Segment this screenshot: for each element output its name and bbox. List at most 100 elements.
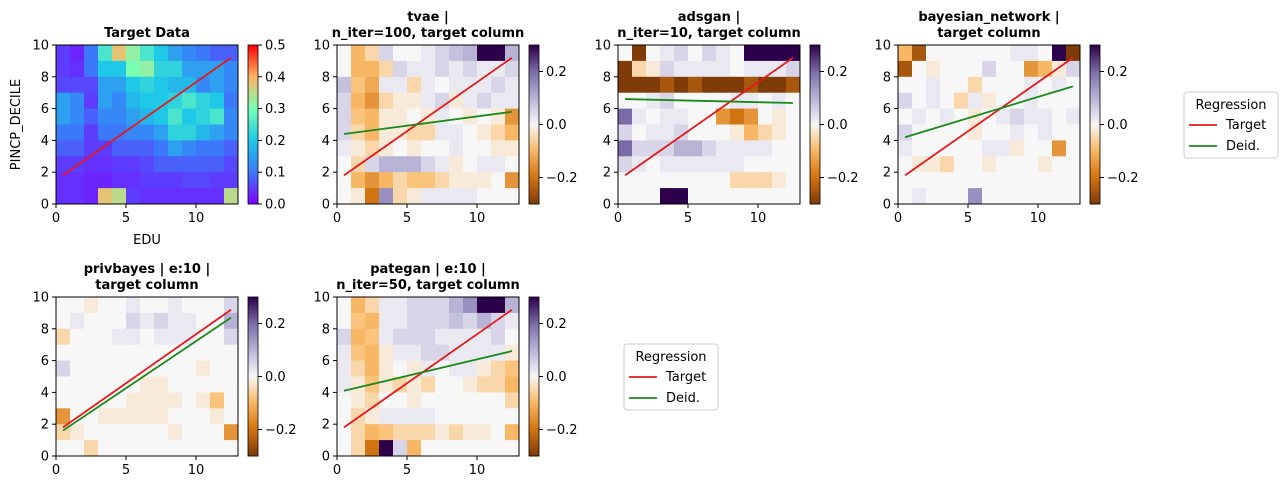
heatmap-cell [505, 92, 520, 109]
heatmap-cell [491, 297, 506, 314]
colorbar-segment [1090, 169, 1100, 173]
colorbar-segment [529, 98, 539, 102]
heatmap-cell [449, 392, 464, 409]
heatmap-cell [337, 140, 352, 157]
colorbar-segment [248, 432, 258, 436]
colorbar-segment [529, 116, 539, 120]
heatmap-cell [196, 344, 211, 361]
colorbar-segment [529, 326, 539, 330]
heatmap-cell [702, 140, 717, 157]
heatmap-cell [337, 76, 352, 94]
colorbar-segment [810, 148, 820, 152]
heatmap-cell [393, 408, 408, 425]
heatmap-cell [1010, 60, 1025, 78]
colorbar-segment [248, 381, 258, 385]
colorbar-segment [1090, 124, 1100, 128]
colorbar-segment [529, 426, 539, 430]
heatmap-cell [351, 297, 366, 314]
colorbar-segment [248, 318, 258, 322]
heatmap-cell [98, 297, 113, 314]
heatmap-cell [1024, 108, 1039, 125]
heatmap-cell [407, 76, 422, 94]
colorbar-segment [1090, 132, 1100, 136]
heatmap-cell [477, 376, 492, 393]
heatmap-cell [421, 156, 436, 173]
heatmap-cell [210, 360, 225, 377]
heatmap-cell [491, 344, 506, 361]
colorbar-segment [1090, 185, 1100, 189]
heatmap-cell [365, 328, 380, 346]
heatmap-cell [196, 92, 211, 109]
heatmap-cell [210, 424, 225, 441]
heatmap-cell [98, 328, 113, 346]
heatmap-cell [365, 312, 380, 330]
heatmap-cell [337, 312, 352, 330]
heatmap-cell [196, 408, 211, 425]
heatmap-cell [660, 156, 675, 173]
heatmap-cell [758, 140, 773, 157]
heatmap-cell [182, 408, 197, 425]
colorbar-segment [248, 445, 258, 449]
heatmap-cell [477, 156, 492, 173]
heatmap-cell [996, 45, 1011, 62]
heatmap-cell [70, 60, 85, 78]
colorbar-tick-label: 0.2 [546, 317, 567, 332]
heatmap-cell [379, 156, 394, 173]
colorbar-segment [529, 113, 539, 117]
x-tick-label: 0 [52, 211, 60, 226]
heatmap-cell [505, 140, 520, 157]
heatmap-cell [912, 172, 927, 189]
heatmap-cell [379, 360, 394, 377]
heatmap-cell [365, 140, 380, 157]
heatmap-cell [435, 312, 450, 330]
colorbar-segment [1090, 143, 1100, 147]
heatmap-cell [702, 188, 717, 205]
heatmap-cell [351, 60, 366, 78]
colorbar-segment [529, 129, 539, 133]
heatmap-cell [98, 172, 113, 189]
colorbar-segment [248, 60, 258, 64]
colorbar-segment [1090, 158, 1100, 162]
heatmap-cell [1052, 108, 1067, 125]
heatmap-cell [154, 140, 169, 157]
heatmap-cell [968, 172, 983, 189]
heatmap-cell [112, 172, 127, 189]
colorbar-segment [529, 307, 539, 311]
heatmap-cell [505, 76, 520, 94]
colorbar-segment [248, 334, 258, 338]
colorbar-segment [529, 381, 539, 385]
colorbar-segment [248, 312, 258, 316]
heatmap-cell [182, 172, 197, 189]
colorbar-segment [248, 185, 258, 189]
heatmap-cell [154, 45, 169, 62]
heatmap-cell [421, 188, 436, 205]
colorbar-segment [529, 387, 539, 391]
colorbar-segment [810, 127, 820, 131]
colorbar-segment [1090, 100, 1100, 104]
heatmap-cell [702, 156, 717, 173]
heatmap-cell [926, 92, 941, 109]
colorbar-segment [810, 58, 820, 62]
heatmap-cell [463, 124, 478, 141]
y-tick-label: 2 [41, 418, 49, 433]
heatmap-cell [772, 124, 787, 141]
colorbar-segment [529, 424, 539, 428]
y-tick-label: 8 [41, 70, 49, 85]
heatmap-cell [477, 312, 492, 330]
colorbar-segment [1090, 166, 1100, 170]
heatmap-cell [70, 108, 85, 125]
heatmap-cell [98, 76, 113, 94]
colorbar-segment [529, 100, 539, 104]
colorbar-segment [248, 347, 258, 351]
heatmap-cell [126, 108, 141, 125]
colorbar-segment [529, 82, 539, 86]
heatmap-cell [940, 140, 955, 157]
heatmap-cell [337, 188, 352, 205]
colorbar-segment [248, 376, 258, 380]
colorbar-segment [248, 108, 258, 112]
heatmap-cell [393, 172, 408, 189]
colorbar-segment [529, 108, 539, 112]
heatmap-cell [1066, 188, 1081, 205]
y-tick-label: 0 [322, 450, 330, 465]
heatmap-cell [786, 124, 801, 141]
